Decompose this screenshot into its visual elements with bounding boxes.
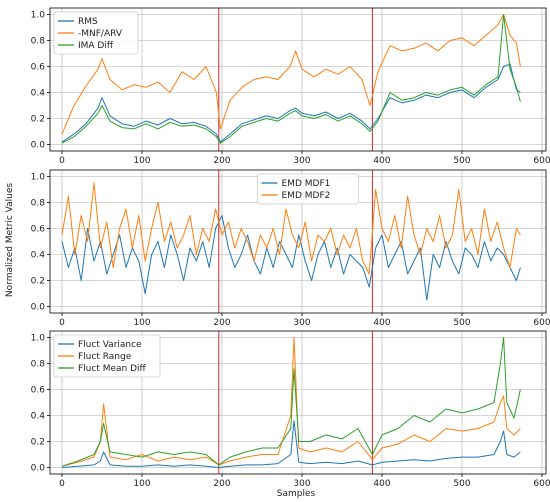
x-tick-label: 500 bbox=[453, 156, 470, 166]
x-tick-label: 300 bbox=[293, 479, 310, 489]
y-tick-label: 0.6 bbox=[31, 63, 46, 73]
x-tick-label: 200 bbox=[213, 156, 230, 166]
y-tick-label: 0.4 bbox=[31, 412, 46, 422]
legend-label: RMS bbox=[78, 17, 98, 27]
series-line--mnf-arv bbox=[61, 14, 521, 135]
y-tick-label: 0.6 bbox=[31, 225, 46, 235]
legend-label: -MNF/ARV bbox=[78, 29, 123, 39]
y-tick-label: 1.0 bbox=[31, 11, 46, 21]
legend-box bbox=[53, 11, 139, 55]
y-tick-label: 0.2 bbox=[31, 277, 45, 287]
legend: RMS -MNF/ARV IMA Diff bbox=[53, 11, 139, 55]
legend-box bbox=[257, 173, 359, 205]
y-tick-label: 0.6 bbox=[31, 386, 46, 396]
legend: Fluct Variance Fluct Range Fluct Mean Diff bbox=[53, 334, 161, 378]
x-tick-label: 500 bbox=[453, 479, 470, 489]
x-tick-label: 100 bbox=[133, 318, 150, 328]
x-tick-label: 100 bbox=[133, 479, 150, 489]
x-tick-label: 600 bbox=[533, 479, 550, 489]
legend-label: Fluct Mean Diff bbox=[78, 364, 147, 374]
legend-label: EMD MDF2 bbox=[282, 191, 331, 201]
series-line-emd-mdf1 bbox=[61, 215, 521, 301]
y-tick-label: 0.0 bbox=[31, 303, 46, 313]
x-tick-label: 500 bbox=[453, 318, 470, 328]
x-tick-label: 100 bbox=[133, 156, 150, 166]
y-tick-label: 0.4 bbox=[31, 251, 46, 261]
x-tick-label: 200 bbox=[213, 479, 230, 489]
series-line-fluct-range bbox=[61, 337, 521, 467]
legend-label: Fluct Range bbox=[78, 352, 132, 362]
legend-label: EMD MDF1 bbox=[282, 179, 331, 189]
y-tick-label: 0.8 bbox=[31, 199, 46, 209]
x-tick-label: 400 bbox=[373, 479, 390, 489]
y-tick-label: 0.2 bbox=[31, 438, 45, 448]
y-tick-label: 0.0 bbox=[31, 141, 46, 151]
axes-frame bbox=[49, 7, 547, 152]
x-axis-label: Samples bbox=[277, 489, 316, 499]
series-line-fluct-variance bbox=[61, 420, 521, 468]
series-line-fluct-mean-diff bbox=[61, 337, 521, 467]
series-line-rms bbox=[61, 63, 521, 143]
y-tick-label: 0.8 bbox=[31, 37, 46, 47]
y-tick-label: 1.0 bbox=[31, 173, 46, 183]
x-tick-label: 300 bbox=[293, 156, 310, 166]
x-tick-label: 0 bbox=[59, 479, 65, 489]
x-tick-label: 600 bbox=[533, 156, 550, 166]
series-line-emd-mdf2 bbox=[61, 182, 521, 275]
y-tick-label: 1.0 bbox=[31, 334, 46, 344]
x-tick-label: 400 bbox=[373, 318, 390, 328]
x-tick-label: 300 bbox=[293, 318, 310, 328]
legend-box bbox=[53, 334, 161, 378]
subplot-1: 0 100 200 300 400 500 600 0.0 0.2 0.4 0.6 0.8 1.0 RMS… bbox=[31, 7, 550, 166]
y-axis-label: Normalized Metric Values bbox=[5, 183, 15, 297]
series-line-ima-diff bbox=[61, 14, 521, 144]
x-tick-label: 200 bbox=[213, 318, 230, 328]
legend-label: IMA Diff bbox=[78, 41, 114, 51]
x-tick-label: 0 bbox=[59, 318, 65, 328]
subplot-2: 0 100 200 300 400 500 600 0.0 0.2 0.4 0.6 0.8 1.0 EMD… bbox=[31, 169, 550, 328]
y-tick-label: 0.4 bbox=[31, 89, 46, 99]
x-tick-label: 600 bbox=[533, 318, 550, 328]
subplot-3: 0 100 200 300 400 500 600 0.0 0.2 0.4 0.6 0.8 1.0 Flu… bbox=[31, 330, 550, 489]
axes-frame bbox=[49, 330, 547, 475]
x-tick-label: 400 bbox=[373, 156, 390, 166]
y-tick-label: 0.0 bbox=[31, 464, 46, 474]
axes-frame bbox=[49, 169, 547, 314]
x-tick-label: 0 bbox=[59, 156, 65, 166]
y-tick-label: 0.8 bbox=[31, 360, 46, 370]
legend-label: Fluct Variance bbox=[78, 340, 142, 350]
y-tick-label: 0.2 bbox=[31, 115, 45, 125]
legend: EMD MDF1 EMD MDF2 bbox=[257, 173, 359, 205]
